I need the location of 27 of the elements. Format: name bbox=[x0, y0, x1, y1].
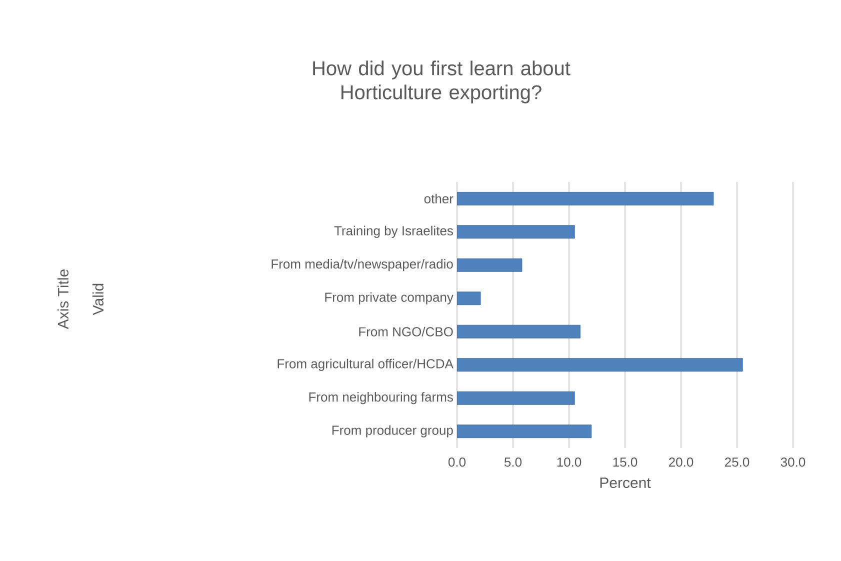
text: Axis Title bbox=[58, 270, 69, 330]
text: Valid bbox=[92, 284, 104, 316]
y-tick-label: Training by Israelites bbox=[334, 226, 453, 238]
y-tick-label: From private company bbox=[325, 292, 454, 304]
x-tick-label: 5.0 bbox=[504, 458, 522, 467]
bar bbox=[457, 192, 714, 206]
y-tick-label: From NGO/CBO bbox=[359, 326, 453, 336]
chart-title: How did you first learn about Horticulture exporting? bbox=[313, 60, 570, 104]
bar bbox=[457, 292, 481, 306]
y-tick-label: From neighbouring farms bbox=[309, 392, 453, 404]
x-tick-label: 30.0 bbox=[780, 458, 806, 467]
x-axis-title: Percent bbox=[600, 478, 651, 488]
x-tick-label: 20.0 bbox=[669, 458, 694, 467]
bar bbox=[457, 225, 575, 239]
bar bbox=[457, 358, 743, 372]
bar bbox=[457, 324, 580, 338]
y-tick-label: From media/tv/newspaper/radio bbox=[272, 259, 453, 272]
y-tick-label: other bbox=[424, 194, 454, 204]
x-tick-label: 0.0 bbox=[448, 458, 466, 467]
bar bbox=[457, 424, 592, 438]
y-tick-label: From agricultural officer/HCDA bbox=[278, 358, 454, 371]
bar bbox=[457, 391, 575, 405]
bar bbox=[457, 258, 522, 272]
x-tick-label: 25.0 bbox=[725, 458, 750, 467]
x-tick-label: 10.0 bbox=[557, 458, 582, 467]
x-tick-label: 15.0 bbox=[613, 458, 638, 467]
y-tick-label: From producer group bbox=[332, 425, 453, 438]
